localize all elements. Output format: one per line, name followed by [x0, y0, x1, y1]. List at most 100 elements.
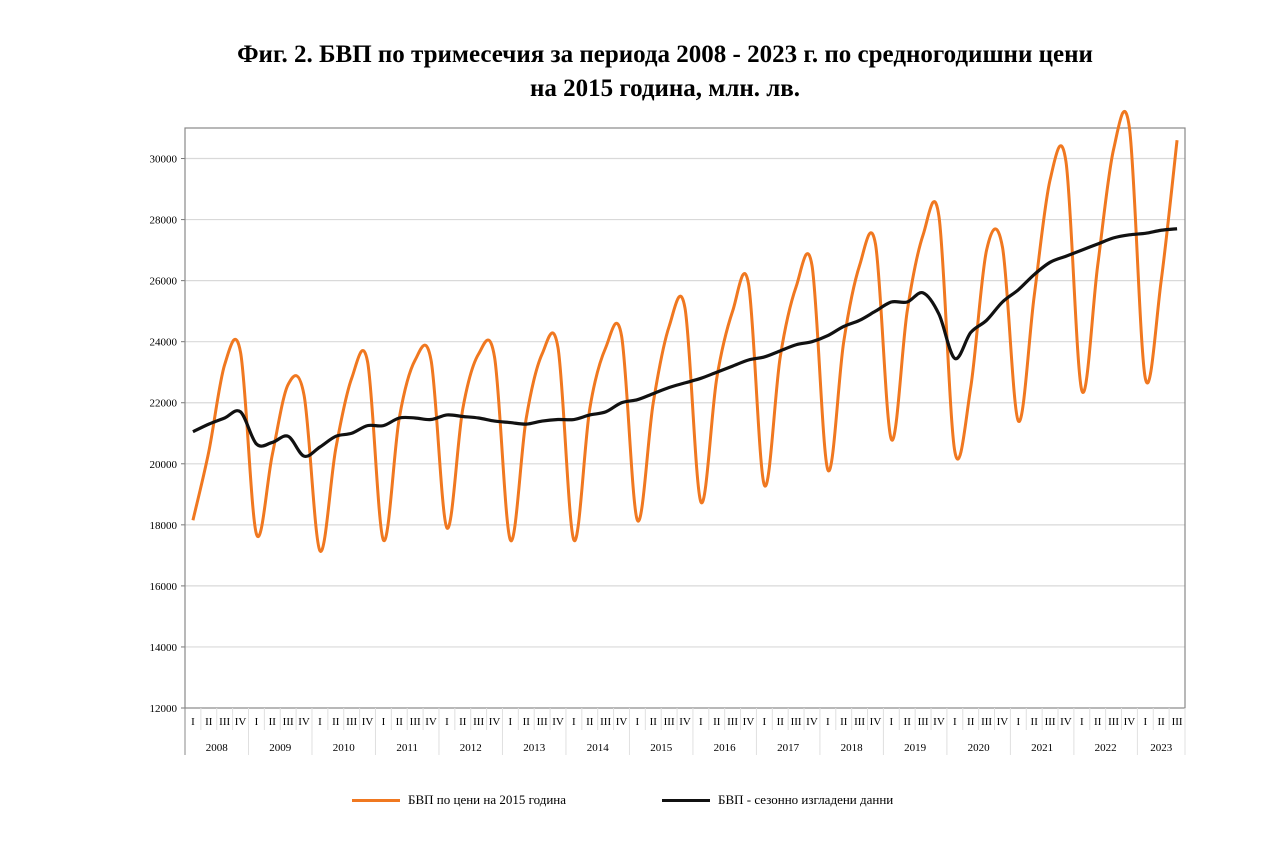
x-quarter-label: III: [283, 716, 294, 728]
x-quarter-label: III: [537, 716, 548, 728]
x-year-label: 2016: [714, 742, 737, 754]
chart-title-line-1: Фиг. 2. БВП по тримесечия за периода 200…: [237, 41, 1093, 68]
y-tick-label: 12000: [150, 703, 178, 715]
x-quarter-label: III: [918, 716, 929, 728]
x-quarter-label: II: [396, 716, 404, 728]
x-quarter-label: II: [1094, 716, 1102, 728]
x-quarter-label: III: [219, 716, 230, 728]
x-quarter-label: II: [332, 716, 340, 728]
series-line-gdp: [191, 109, 1179, 553]
x-quarter-label: II: [777, 716, 785, 728]
x-quarter-label: III: [1108, 716, 1119, 728]
x-quarter-label: III: [600, 716, 611, 728]
x-year-label: 2018: [841, 742, 864, 754]
x-quarter-label: III: [1172, 716, 1183, 728]
x-year-label: 2009: [269, 742, 292, 754]
x-quarter-label: III: [664, 716, 675, 728]
x-quarter-label: I: [1143, 716, 1147, 728]
x-quarter-label: III: [410, 716, 421, 728]
x-quarter-label: II: [586, 716, 594, 728]
x-quarter-label: IV: [997, 716, 1009, 728]
x-year-label: 2013: [523, 742, 546, 754]
x-quarter-label: I: [191, 716, 195, 728]
x-quarter-label: III: [346, 716, 357, 728]
x-quarter-label: II: [523, 716, 531, 728]
x-year-label: 2012: [460, 742, 482, 754]
chart-title-line-2: на 2015 година, млн. лв.: [529, 75, 801, 102]
x-quarter-label: I: [890, 716, 894, 728]
x-year-label: 2011: [396, 742, 418, 754]
y-tick-label: 30000: [150, 154, 178, 166]
x-quarter-label: IV: [425, 716, 437, 728]
x-quarter-label: II: [650, 716, 658, 728]
legend-label: БВП - сезонно изгладени данни: [718, 792, 894, 807]
y-tick-label: 14000: [150, 642, 178, 654]
x-quarter-label: IV: [1124, 716, 1136, 728]
x-year-label: 2017: [777, 742, 800, 754]
x-quarter-label: II: [904, 716, 912, 728]
x-quarter-label: IV: [1060, 716, 1072, 728]
x-quarter-label: I: [572, 716, 576, 728]
x-quarter-label: II: [967, 716, 975, 728]
x-quarter-label: II: [840, 716, 848, 728]
x-quarter-label: III: [473, 716, 484, 728]
x-quarter-label: II: [1158, 716, 1166, 728]
chart-title: Фиг. 2. БВП по тримесечия за периода 200…: [0, 38, 1280, 106]
x-quarter-label: IV: [298, 716, 310, 728]
x-quarter-label: IV: [235, 716, 247, 728]
y-tick-label: 18000: [150, 520, 178, 532]
legend-swatch-black: [662, 798, 710, 802]
x-year-label: 2010: [333, 742, 356, 754]
x-quarter-label: I: [445, 716, 449, 728]
x-quarter-label: II: [459, 716, 467, 728]
legend-label: БВП по цени на 2015 година: [408, 792, 567, 807]
x-quarter-label: II: [1031, 716, 1039, 728]
x-quarter-label: III: [981, 716, 992, 728]
legend-item-gdp-seasonally-adjusted: БВП - сезонно изгладени данни: [662, 792, 893, 808]
x-year-label: 2008: [206, 742, 229, 754]
x-quarter-label: II: [205, 716, 213, 728]
x-year-label: 2021: [1031, 742, 1053, 754]
x-quarter-label: I: [699, 716, 703, 728]
x-quarter-label: I: [636, 716, 640, 728]
x-quarter-label: II: [269, 716, 277, 728]
x-year-label: 2014: [587, 742, 610, 754]
x-quarter-label: III: [727, 716, 738, 728]
x-quarter-label: I: [255, 716, 259, 728]
x-quarter-label: III: [1045, 716, 1056, 728]
x-year-label: 2019: [904, 742, 927, 754]
y-tick-label: 20000: [150, 459, 178, 471]
x-quarter-label: IV: [743, 716, 755, 728]
x-year-label: 2015: [650, 742, 673, 754]
x-quarter-label: I: [509, 716, 513, 728]
x-quarter-label: IV: [489, 716, 501, 728]
x-year-label: 2023: [1150, 742, 1173, 754]
x-quarter-label: I: [826, 716, 830, 728]
x-quarter-label: IV: [933, 716, 945, 728]
x-quarter-label: III: [854, 716, 865, 728]
x-quarter-label: III: [791, 716, 802, 728]
x-quarter-label: I: [382, 716, 386, 728]
x-quarter-label: IV: [616, 716, 628, 728]
x-quarter-label: I: [318, 716, 322, 728]
y-tick-label: 16000: [150, 581, 178, 593]
x-year-label: 2022: [1095, 742, 1117, 754]
x-quarter-label: I: [763, 716, 767, 728]
x-year-label: 2020: [968, 742, 991, 754]
legend-item-gdp: БВП по цени на 2015 година: [352, 792, 566, 808]
x-quarter-label: I: [1016, 716, 1020, 728]
y-tick-label: 24000: [150, 337, 178, 349]
x-quarter-label: I: [953, 716, 957, 728]
x-quarter-label: IV: [870, 716, 882, 728]
x-quarter-label: II: [713, 716, 721, 728]
x-quarter-label: IV: [552, 716, 564, 728]
y-tick-label: 28000: [150, 215, 178, 227]
y-tick-label: 26000: [150, 276, 178, 288]
x-quarter-label: IV: [679, 716, 691, 728]
legend-swatch-orange: [352, 798, 400, 802]
plot-area: [184, 127, 1186, 709]
y-tick-label: 22000: [150, 398, 178, 410]
x-quarter-label: I: [1080, 716, 1084, 728]
x-quarter-label: IV: [806, 716, 818, 728]
